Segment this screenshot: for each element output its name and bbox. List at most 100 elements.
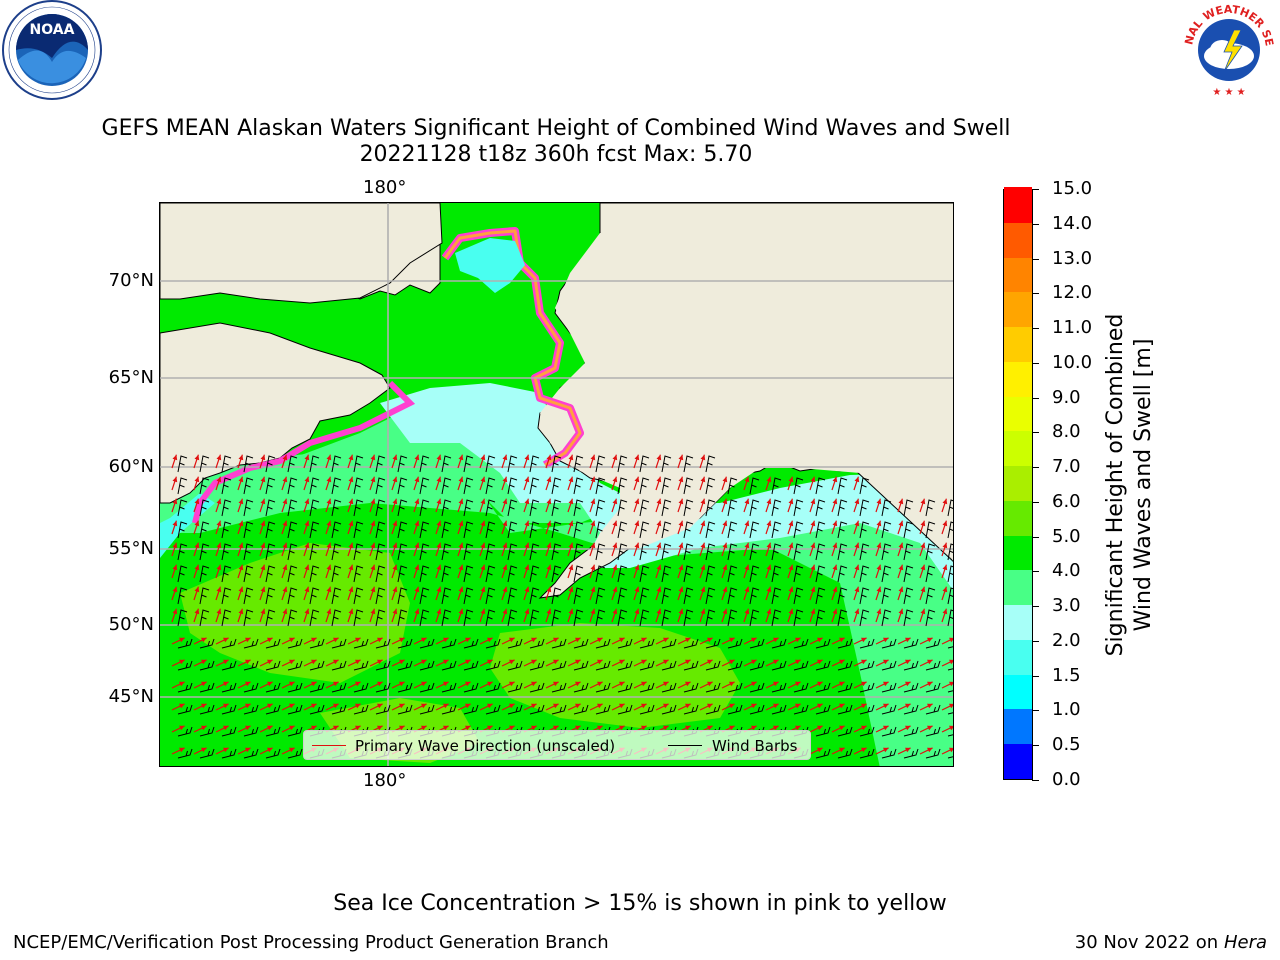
wave-arrow-head bbox=[766, 564, 772, 571]
wave-arrow-head bbox=[216, 476, 222, 483]
colorbar-tick bbox=[1032, 397, 1039, 399]
wave-arrow-head bbox=[905, 659, 911, 665]
wind-barb bbox=[221, 660, 237, 671]
wave-arrow-head bbox=[597, 703, 603, 709]
wind-barb bbox=[639, 609, 650, 627]
wind-barb bbox=[617, 455, 628, 473]
wave-arrow-head bbox=[370, 608, 376, 615]
legend-wave-label: Primary Wave Direction (unscaled) bbox=[355, 737, 616, 755]
wave-arrow-head bbox=[465, 703, 471, 709]
wind-barb bbox=[485, 704, 501, 715]
wave-arrow-head bbox=[575, 703, 581, 709]
wind-barb bbox=[793, 704, 809, 715]
wind-barb bbox=[419, 587, 430, 605]
wave-arrow-head bbox=[531, 703, 537, 709]
wave-arrow-head bbox=[487, 725, 493, 731]
wave-arrow-head bbox=[282, 498, 288, 505]
wave-arrow-head bbox=[619, 681, 625, 687]
wave-arrow-head bbox=[678, 520, 684, 527]
wave-arrow-head bbox=[223, 659, 229, 665]
wind-barb bbox=[221, 682, 237, 693]
wave-arrow-head bbox=[678, 498, 684, 505]
wind-barb bbox=[903, 748, 919, 759]
colorbar-tick-label: 9.0 bbox=[1052, 386, 1081, 408]
wind-barb bbox=[529, 521, 540, 539]
wave-arrow-head bbox=[568, 498, 574, 505]
wave-arrow-head bbox=[788, 586, 794, 593]
wind-barb bbox=[529, 565, 540, 583]
wind-barb bbox=[419, 543, 430, 561]
wind-barb bbox=[617, 477, 628, 495]
wind-barb bbox=[595, 587, 606, 605]
wave-arrow-head bbox=[773, 725, 779, 731]
wind-barb bbox=[507, 609, 518, 627]
wave-arrow-head bbox=[700, 564, 706, 571]
wind-barb bbox=[661, 543, 672, 561]
wave-arrow-head bbox=[817, 703, 823, 709]
wind-barb bbox=[265, 638, 281, 649]
wave-arrow-head bbox=[546, 542, 552, 549]
wind-barb bbox=[529, 638, 545, 649]
wind-barb bbox=[199, 521, 210, 539]
wind-barb bbox=[287, 660, 303, 671]
wind-barb bbox=[749, 565, 760, 583]
wave-arrow-head bbox=[458, 542, 464, 549]
wave-arrow-head bbox=[619, 659, 625, 665]
wave-arrow-head bbox=[795, 659, 801, 665]
lon-label-bottom: 180° bbox=[363, 770, 407, 791]
wind-barb bbox=[881, 609, 892, 627]
wave-arrow-head bbox=[927, 747, 933, 753]
wind-barb bbox=[705, 587, 716, 605]
wind-barb bbox=[529, 587, 540, 605]
wave-arrow-head bbox=[612, 608, 618, 615]
wave-arrow-head bbox=[333, 659, 339, 665]
wave-arrow-head bbox=[436, 586, 442, 593]
wave-arrow-head bbox=[172, 586, 178, 593]
wind-barb bbox=[617, 609, 628, 627]
wave-arrow-head bbox=[223, 725, 229, 731]
wave-arrow-head bbox=[810, 520, 816, 527]
wind-barb bbox=[353, 543, 364, 561]
wind-barb bbox=[441, 477, 452, 495]
svg-text:★ ★ ★: ★ ★ ★ bbox=[1212, 87, 1245, 98]
wind-barb bbox=[683, 543, 694, 561]
wave-arrow-head bbox=[260, 542, 266, 549]
colorbar-tick-label: 3.0 bbox=[1052, 595, 1081, 617]
wind-barb bbox=[177, 704, 193, 715]
wind-barb bbox=[485, 638, 501, 649]
wave-arrow-head bbox=[267, 703, 273, 709]
wave-arrow-head bbox=[685, 659, 691, 665]
wind-barb bbox=[419, 477, 430, 495]
wind-barb bbox=[925, 682, 941, 693]
wind-barb bbox=[177, 521, 188, 539]
wind-barb bbox=[639, 521, 650, 539]
wave-arrow-head bbox=[524, 498, 530, 505]
wind-barb bbox=[837, 660, 853, 671]
wave-arrow-head bbox=[194, 542, 200, 549]
wind-barb bbox=[859, 748, 875, 759]
wind-barb bbox=[749, 682, 765, 693]
wind-barb bbox=[793, 660, 809, 671]
wind-barb bbox=[243, 587, 254, 605]
wave-arrow-head bbox=[267, 725, 273, 731]
wind-barb bbox=[485, 660, 501, 671]
wave-arrow-head bbox=[524, 520, 530, 527]
wind-barb bbox=[243, 521, 254, 539]
wind-barb bbox=[771, 660, 787, 671]
colorbar-title: Significant Height of Combined Wind Wave… bbox=[1102, 205, 1158, 765]
colorbar-tick-label: 4.0 bbox=[1052, 560, 1081, 582]
wave-arrow-head bbox=[656, 542, 662, 549]
colorbar-bin bbox=[1004, 604, 1032, 640]
wave-arrow-head bbox=[832, 542, 838, 549]
wind-barb bbox=[947, 609, 953, 627]
wave-arrow-head bbox=[282, 542, 288, 549]
wave-arrow-head bbox=[861, 703, 867, 709]
wave-arrow-head bbox=[399, 659, 405, 665]
wave-arrow-head bbox=[597, 681, 603, 687]
wave-arrow-head bbox=[861, 747, 867, 753]
wave-arrow-head bbox=[194, 498, 200, 505]
wave-arrow-head bbox=[509, 681, 515, 687]
wave-arrow-head bbox=[509, 659, 515, 665]
wave-arrow-head bbox=[663, 659, 669, 665]
wind-barb bbox=[397, 587, 408, 605]
